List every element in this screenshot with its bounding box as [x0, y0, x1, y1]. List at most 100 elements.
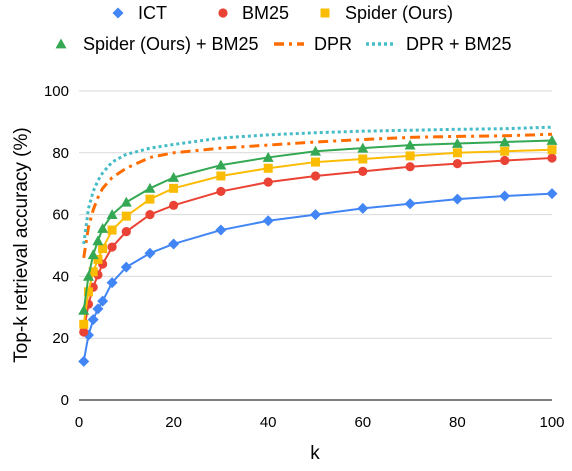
data-point-marker: [83, 287, 93, 297]
legend-item-0: ICT: [112, 3, 167, 23]
data-point-marker: [546, 188, 558, 200]
series-line: [82, 125, 553, 245]
data-point-marker: [358, 166, 368, 176]
data-point-marker: [547, 145, 557, 155]
series-line: [82, 157, 553, 333]
y-axis-label: Top-k retrieval accuracy (%): [11, 127, 32, 362]
series-4: [82, 132, 553, 259]
data-point-marker: [82, 270, 94, 281]
series-group: [78, 125, 558, 367]
series-line: [82, 132, 553, 259]
legend-label: DPR + BM25: [406, 34, 512, 54]
data-point-marker: [92, 235, 104, 246]
data-point-marker: [87, 249, 99, 260]
axes: 0 20 40 60 80 100 0 20 40 60 80 100: [44, 83, 565, 431]
x-axis-label: k: [310, 443, 320, 464]
data-point-marker: [92, 303, 104, 315]
legend-label: DPR: [314, 34, 352, 54]
data-point-marker: [451, 138, 463, 148]
data-point-marker: [168, 238, 180, 250]
data-point-marker: [79, 319, 89, 329]
series-2: [79, 145, 557, 329]
legend-item-4: DPR: [274, 34, 352, 54]
data-point-marker: [87, 314, 99, 326]
x-tick-label: 60: [354, 414, 371, 431]
data-point-marker: [144, 182, 156, 193]
data-point-marker: [310, 145, 321, 156]
series-1: [79, 153, 557, 337]
data-point-marker: [78, 355, 90, 367]
data-point-marker: [263, 177, 273, 187]
data-point-marker: [88, 267, 98, 277]
data-point-marker: [405, 151, 415, 161]
data-point-marker: [452, 159, 462, 169]
legend-item-1: BM25: [218, 3, 289, 23]
data-point-marker: [107, 225, 117, 235]
data-point-marker: [121, 211, 131, 221]
data-point-marker: [263, 163, 273, 173]
data-point-marker: [169, 183, 179, 193]
data-point-marker: [499, 190, 511, 202]
data-point-marker: [357, 202, 369, 214]
series-5: [82, 125, 553, 245]
data-point-marker: [215, 224, 227, 236]
series-line: [82, 192, 553, 362]
y-tick-label: 60: [52, 207, 69, 224]
y-tick-label: 40: [52, 268, 69, 285]
y-tick-label: 80: [52, 145, 69, 162]
series-3: [78, 134, 558, 315]
data-point-marker: [106, 209, 118, 219]
data-point-marker: [78, 304, 90, 315]
data-point-marker: [262, 151, 274, 162]
data-point-marker: [452, 148, 462, 158]
data-point-marker: [79, 327, 89, 337]
x-tick-label: 80: [449, 414, 466, 431]
data-point-marker: [106, 277, 118, 289]
data-point-marker: [107, 242, 117, 252]
data-point-marker: [93, 254, 103, 264]
data-point-marker: [97, 295, 109, 307]
data-point-marker: [500, 146, 510, 156]
legend-marker: [112, 7, 124, 19]
y-tick-label: 100: [44, 83, 69, 100]
series-0: [78, 188, 558, 367]
data-point-marker: [499, 136, 511, 147]
legend-label: BM25: [242, 3, 289, 23]
data-point-marker: [357, 142, 369, 153]
data-point-marker: [310, 171, 321, 181]
legend-label: Spider (Ours): [345, 3, 453, 23]
data-point-marker: [404, 139, 416, 150]
data-point-marker: [145, 210, 155, 220]
data-point-marker: [168, 172, 180, 182]
data-point-marker: [98, 244, 108, 254]
data-point-marker: [310, 209, 321, 221]
legend-label: ICT: [138, 3, 167, 23]
data-point-marker: [144, 247, 156, 259]
data-point-marker: [358, 154, 368, 164]
data-point-marker: [404, 198, 416, 210]
legend-item-2: Spider (Ours): [320, 3, 453, 23]
data-point-marker: [215, 159, 227, 170]
x-tick-label: 0: [75, 414, 83, 431]
data-point-marker: [145, 194, 155, 204]
data-point-marker: [120, 196, 132, 207]
y-tick-label: 20: [52, 330, 69, 347]
legend: ICT BM25 Spider (Ours) Spider (Ours) + BM25…: [55, 3, 512, 54]
legend-label: Spider (Ours) + BM25: [83, 34, 259, 54]
y-tick-label: 0: [61, 392, 69, 409]
data-point-marker: [451, 193, 463, 205]
legend-marker: [218, 8, 228, 18]
data-point-marker: [500, 155, 510, 166]
data-point-marker: [262, 215, 274, 227]
data-point-marker: [405, 162, 415, 172]
data-point-marker: [546, 134, 558, 145]
data-point-marker: [97, 223, 109, 233]
data-point-marker: [120, 261, 132, 273]
data-point-marker: [547, 153, 557, 163]
data-point-marker: [121, 226, 131, 237]
legend-marker: [320, 8, 330, 18]
x-tick-label: 40: [260, 414, 277, 431]
legend-item-3: Spider (Ours) + BM25: [55, 34, 259, 54]
